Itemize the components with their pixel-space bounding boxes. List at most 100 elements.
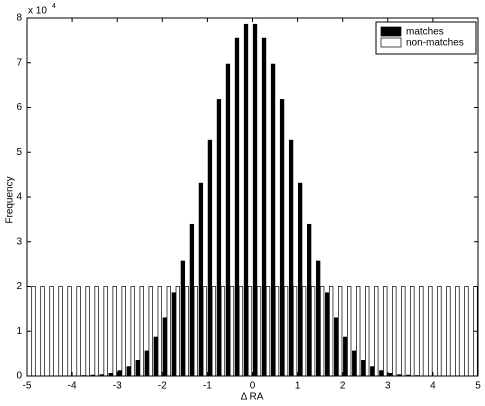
bar [301,286,307,377]
bar [85,286,90,377]
bar [297,182,303,377]
bar [356,286,361,377]
bar [144,350,149,377]
x-tick-label: 5 [475,381,481,392]
bar [392,286,397,377]
bar [148,286,153,377]
bar [49,286,54,377]
bar [365,286,370,377]
x-tick-label: -3 [113,381,122,392]
bar [270,63,276,377]
y-tick-label: 6 [16,102,22,113]
bar [94,286,99,377]
bar [103,286,108,377]
bar [184,286,189,377]
bar [437,286,442,377]
bar [334,317,339,377]
bar [180,260,186,377]
y-tick-label: 4 [16,192,22,203]
bar [238,286,244,377]
bar [135,359,140,377]
bar [234,37,240,377]
bar [288,139,294,377]
bar [265,286,271,377]
bar [126,366,131,377]
legend-label: non-matches [406,38,464,49]
y-axis-label: Frequency [5,176,16,223]
bar [166,286,171,377]
bar [419,286,424,377]
y-tick-label: 2 [16,281,22,292]
bar [112,286,117,377]
bar [76,286,81,377]
x-tick-label: 4 [430,381,436,392]
bar [310,286,316,377]
bar [220,286,226,377]
bar [446,286,451,377]
legend-label: matches [406,27,444,38]
bar [383,286,388,377]
bar [292,286,298,377]
bar [374,286,379,377]
x-tick-label: 2 [340,381,346,392]
y-tick-label: 0 [16,371,22,382]
bar [410,286,415,377]
bar [361,359,366,377]
bar [347,286,352,377]
x-tick-label: -4 [68,381,77,392]
bar [202,286,208,377]
bar [455,286,460,377]
bar [139,286,144,377]
bar [325,292,330,377]
bar [274,286,280,377]
bar [316,260,321,377]
bar [130,286,135,377]
bar [329,286,334,377]
bar [189,223,195,377]
bar [261,37,267,377]
bar [379,370,384,377]
bar [243,23,249,377]
y-tick-label: 8 [16,13,22,24]
bar [171,292,176,377]
bar [207,139,213,377]
bar [319,286,325,377]
multiplier-exponent: 4 [52,3,56,10]
bar [279,99,285,377]
bar [211,286,217,377]
x-tick-label: -1 [203,381,212,392]
bar [247,286,253,377]
bar [175,286,180,377]
bar [40,286,45,377]
x-tick-label: -5 [23,381,32,392]
bar [121,286,126,377]
x-tick-label: 1 [295,381,301,392]
bar [401,286,406,377]
bar [343,336,348,377]
bar [428,286,433,377]
bar [229,286,235,377]
bar [67,286,72,377]
bar [153,336,158,377]
bar [256,286,262,377]
bar [198,182,204,377]
bar [117,370,122,377]
legend-swatch [380,37,402,48]
bar [162,317,167,377]
bar [216,99,222,377]
legend-swatch [380,26,402,37]
bar [225,63,231,377]
x-tick-label: 3 [385,381,391,392]
y-tick-label: 3 [16,236,22,247]
bar [252,23,258,377]
bar [306,223,312,377]
bar [157,286,162,377]
bar [31,286,36,377]
y-tick-label: 7 [16,57,22,68]
bar [464,286,469,377]
bar [338,286,343,377]
multiplier-base: x 10 [28,6,47,17]
x-tick-label: -2 [158,381,167,392]
bar [58,286,63,377]
